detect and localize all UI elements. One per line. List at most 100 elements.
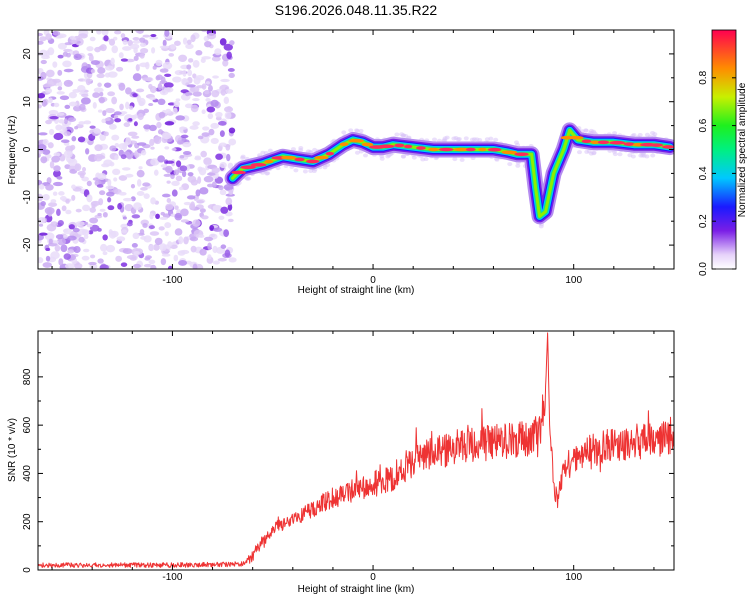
noise-blob	[77, 136, 86, 143]
ridge-core	[568, 135, 584, 140]
noise-blob	[41, 99, 48, 107]
ridge-halo	[493, 137, 499, 142]
noise-blob	[131, 243, 138, 248]
noise-blob	[124, 173, 134, 178]
ridge-halo	[452, 157, 458, 162]
noise-blob	[52, 31, 61, 36]
ridge-halo	[591, 129, 597, 134]
noise-blob	[205, 97, 211, 102]
ridge-core	[314, 155, 329, 160]
noise-blob	[116, 236, 126, 242]
noise-blob	[86, 180, 92, 187]
noise-blob	[119, 103, 124, 111]
noise-blob	[190, 34, 196, 43]
noise-blob	[56, 176, 63, 180]
noise-blob	[125, 87, 132, 95]
noise-blob	[64, 42, 73, 46]
ridge-core	[394, 143, 405, 148]
noise-blob	[87, 53, 93, 57]
ridge-core	[487, 147, 502, 152]
noise-blob	[180, 219, 190, 223]
noise-blob	[111, 134, 120, 141]
ridge-halo	[455, 137, 461, 142]
noise-blob	[220, 78, 230, 83]
noise-blob	[121, 229, 128, 234]
noise-blob	[196, 85, 205, 89]
noise-blob	[88, 54, 94, 62]
noise-blob	[224, 88, 234, 94]
noise-blob	[114, 154, 119, 161]
noise-blob	[114, 30, 122, 35]
colorbar-gradient	[711, 29, 737, 270]
noise-blob	[207, 84, 213, 92]
noise-blob	[182, 141, 192, 148]
noise-blob	[118, 52, 124, 59]
noise-blob	[107, 71, 118, 78]
noise-blob	[186, 84, 196, 88]
noise-blob	[227, 162, 234, 169]
noise-blob	[218, 120, 227, 126]
noise-blob	[207, 172, 216, 176]
ridge-halo	[612, 131, 618, 136]
ridge-core	[597, 140, 610, 145]
ridge-halo	[312, 147, 318, 152]
spectrogram-ridge-layer	[224, 122, 674, 229]
noise-blob	[148, 243, 155, 252]
noise-blob	[74, 126, 79, 130]
noise-blob	[163, 173, 172, 177]
noise-blob	[224, 106, 234, 113]
noise-blob	[133, 55, 139, 61]
noise-blob	[178, 236, 184, 245]
colorbar-tick-label: 0.6	[698, 118, 709, 132]
noise-blob	[175, 175, 183, 182]
noise-blob	[223, 96, 230, 105]
noise-blob	[101, 30, 109, 36]
y-tick-label: 400	[22, 465, 33, 482]
ridge-core	[609, 140, 626, 145]
noise-blob	[220, 206, 229, 214]
ridge-core	[650, 143, 664, 147]
noise-blob	[128, 117, 133, 122]
noise-blob	[159, 68, 169, 73]
x-tick-label: 100	[565, 275, 582, 286]
noise-blob	[224, 249, 231, 258]
ridge-halo	[354, 150, 360, 155]
noise-blob	[170, 43, 176, 50]
ridge-core	[453, 147, 470, 152]
noise-blob	[124, 203, 134, 212]
noise-blob	[149, 36, 159, 40]
noise-blob	[118, 175, 128, 181]
noise-blob	[164, 73, 172, 77]
noise-blob	[174, 205, 179, 210]
noise-blob	[99, 243, 108, 252]
noise-blob	[78, 236, 85, 243]
noise-blob	[189, 236, 199, 242]
noise-blob	[199, 187, 209, 195]
noise-blob	[45, 184, 54, 191]
noise-blob	[151, 47, 156, 54]
noise-blob	[105, 244, 116, 253]
ridge-halo	[401, 154, 407, 159]
noise-blob	[189, 86, 200, 93]
noise-blob	[189, 125, 199, 130]
noise-blob	[206, 106, 216, 113]
noise-blob	[111, 96, 118, 105]
noise-blob	[199, 248, 207, 256]
y-tick-label: 800	[22, 368, 33, 385]
noise-blob	[58, 191, 65, 196]
noise-blob	[50, 199, 57, 204]
colorbar-ticks: 0.0 0.2 0.4 0.6 0.8	[698, 70, 736, 276]
ridge-halo	[308, 168, 314, 173]
noise-blob	[171, 189, 178, 197]
noise-blob	[182, 69, 187, 77]
noise-blob	[120, 33, 126, 39]
noise-blob	[85, 148, 90, 155]
noise-blob	[227, 68, 235, 72]
ridge-halo	[583, 128, 589, 133]
noise-blob	[227, 218, 234, 223]
ridge-core	[325, 151, 335, 156]
noise-blob	[42, 262, 52, 268]
noise-blob	[56, 237, 66, 246]
noise-blob	[81, 255, 90, 261]
noise-blob	[175, 98, 181, 102]
